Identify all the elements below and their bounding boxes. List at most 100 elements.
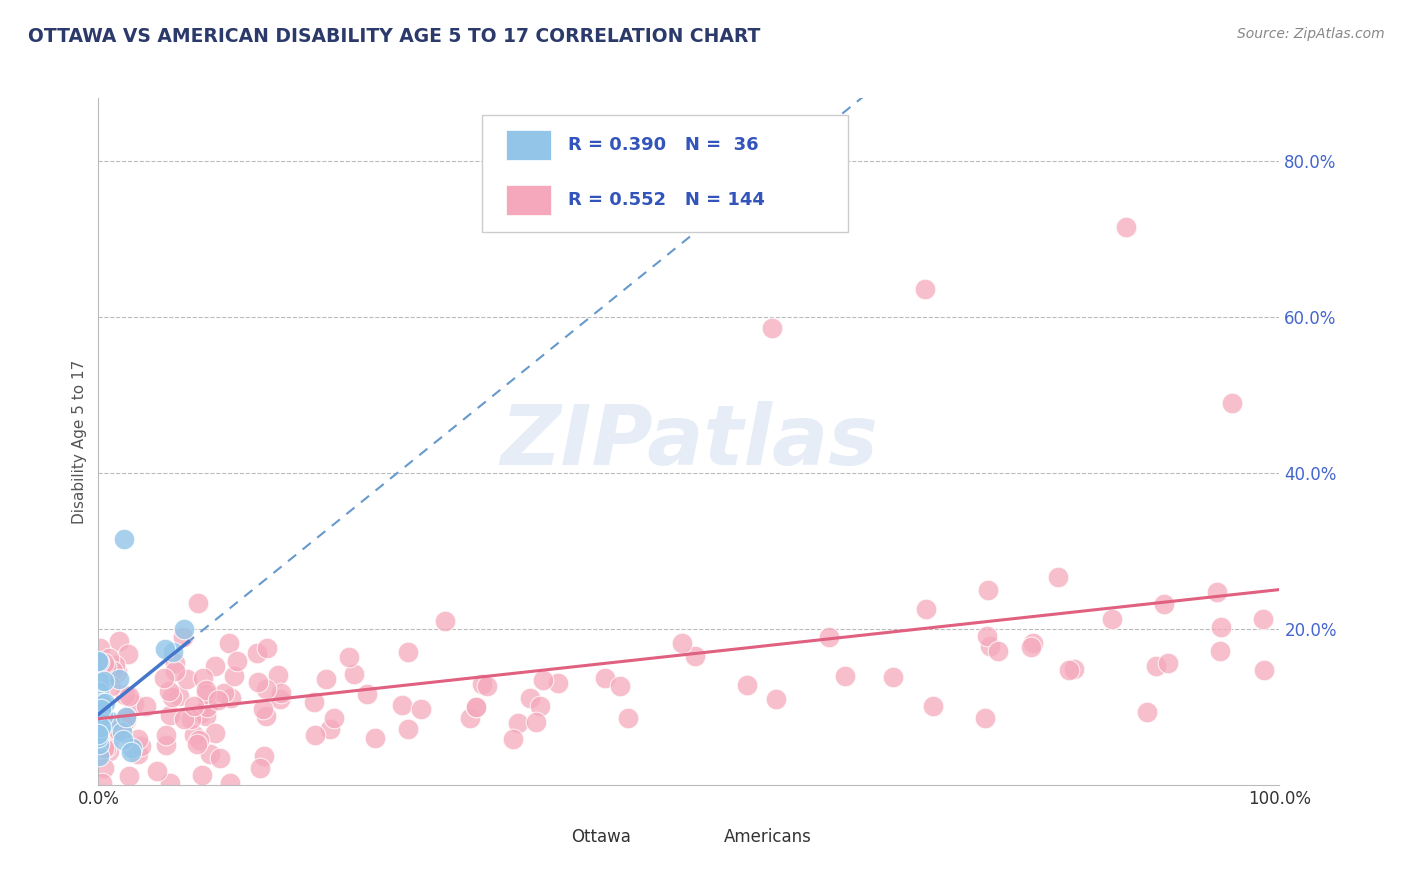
Point [1047,570,1070,584]
Point [218,776,240,790]
Text: R = 0.390   N =  36: R = 0.390 N = 36 [568,136,759,153]
Point [834,669,856,683]
Point [87,730,110,744]
Point [90,701,112,715]
Point [253,749,276,764]
Point [471,676,494,690]
Point [1253,663,1275,677]
Point [256,640,278,655]
Point [90,696,112,710]
FancyBboxPatch shape [506,185,551,215]
Point [1057,663,1080,677]
Point [159,776,181,790]
Text: OTTAWA VS AMERICAN DISABILITY AGE 5 TO 17 CORRELATION CHART: OTTAWA VS AMERICAN DISABILITY AGE 5 TO 1… [28,27,761,45]
Point [391,698,413,713]
Point [249,761,271,775]
Point [269,692,291,706]
Point [319,722,342,736]
Point [146,764,169,779]
Point [127,747,149,761]
Point [225,654,247,668]
Y-axis label: Disability Age 5 to 17: Disability Age 5 to 17 [72,359,87,524]
FancyBboxPatch shape [536,828,564,847]
Text: R = 0.552   N = 144: R = 0.552 N = 144 [568,191,765,209]
Point [155,738,177,752]
Point [396,722,419,736]
FancyBboxPatch shape [482,115,848,232]
Point [212,686,235,700]
Point [87,704,110,718]
Point [502,732,524,747]
Point [98,744,121,758]
Point [87,654,110,668]
Point [337,650,360,665]
Point [111,732,134,747]
Point [219,691,242,706]
Point [93,741,115,756]
Point [165,656,187,670]
Point [90,775,112,789]
Point [120,746,142,760]
Point [89,731,111,745]
Point [153,671,176,685]
Point [609,679,631,693]
Point [547,676,569,690]
Point [409,702,432,716]
Point [105,665,128,679]
Point [153,642,176,657]
Point [191,768,214,782]
Point [1251,612,1274,626]
Point [1206,584,1229,599]
Point [531,673,554,687]
Point [103,657,125,672]
Point [155,728,177,742]
Point [529,698,551,713]
Point [93,696,115,710]
Point [115,709,138,723]
Point [617,711,640,725]
Point [97,732,120,747]
Point [118,769,141,783]
Point [315,673,337,687]
Point [977,583,1000,598]
Point [737,678,759,692]
Point [198,747,221,762]
Point [97,651,120,665]
Point [176,673,198,687]
Point [89,693,111,707]
FancyBboxPatch shape [689,828,717,847]
Point [135,698,157,713]
Point [117,647,139,661]
Point [157,684,180,698]
Point [506,715,529,730]
Point [270,686,292,700]
Point [187,596,209,610]
Text: Source: ZipAtlas.com: Source: ZipAtlas.com [1237,27,1385,41]
Point [100,679,122,693]
Point [89,706,111,721]
Point [304,728,326,742]
Point [204,658,226,673]
Point [93,674,115,689]
Point [163,664,186,678]
Point [475,679,498,693]
Point [882,670,904,684]
Point [180,712,202,726]
Point [593,671,616,685]
Point [101,665,124,679]
Point [765,692,787,706]
Point [1101,611,1123,625]
Point [343,666,366,681]
Point [107,673,129,687]
Point [173,622,195,636]
Point [114,713,136,727]
Point [108,634,131,648]
Text: ZIPatlas: ZIPatlas [501,401,877,482]
Point [1022,636,1045,650]
Point [976,629,998,643]
Point [98,714,121,728]
Point [190,706,212,721]
Point [89,699,111,714]
Point [89,722,111,736]
Point [122,697,145,711]
